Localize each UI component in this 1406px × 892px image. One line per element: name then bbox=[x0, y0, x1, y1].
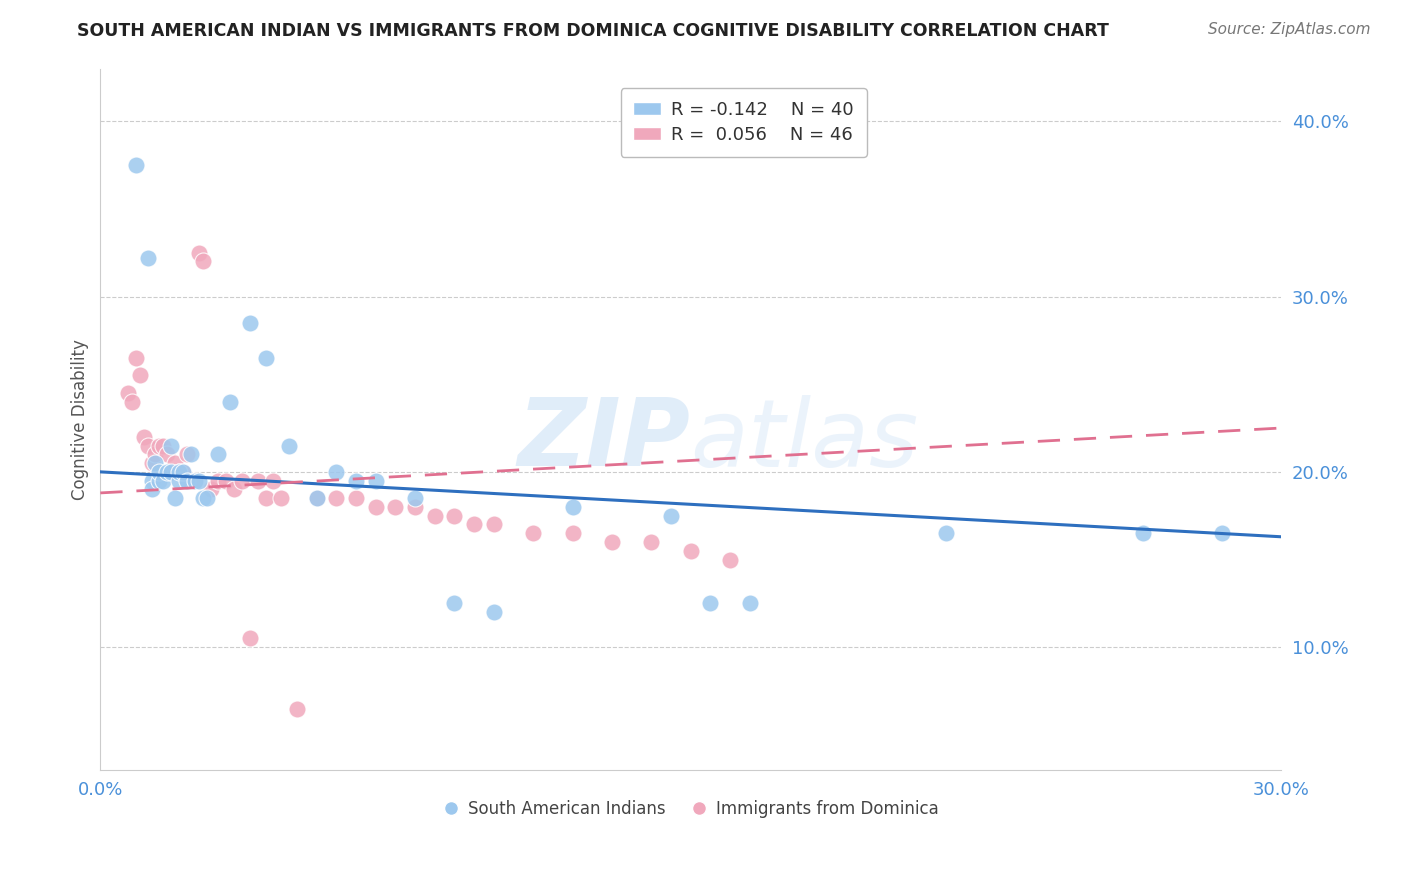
Point bbox=[344, 474, 367, 488]
Point bbox=[148, 474, 170, 488]
Point bbox=[148, 465, 170, 479]
Point bbox=[231, 474, 253, 488]
Point bbox=[191, 254, 214, 268]
Text: atlas: atlas bbox=[690, 395, 920, 486]
Point bbox=[239, 632, 262, 646]
Point bbox=[176, 474, 198, 488]
Point bbox=[305, 491, 328, 505]
Point bbox=[167, 474, 190, 488]
Point bbox=[285, 701, 308, 715]
Point bbox=[152, 474, 174, 488]
Point bbox=[125, 351, 148, 365]
Point bbox=[482, 517, 505, 532]
Point bbox=[180, 447, 202, 461]
Point bbox=[600, 535, 623, 549]
Point bbox=[443, 596, 465, 610]
Point bbox=[156, 465, 179, 479]
Point bbox=[219, 394, 242, 409]
Point bbox=[165, 456, 187, 470]
Point bbox=[121, 394, 143, 409]
Point bbox=[128, 368, 150, 383]
Point bbox=[132, 430, 155, 444]
Point bbox=[160, 465, 183, 479]
Point bbox=[224, 483, 246, 497]
Point bbox=[364, 500, 387, 514]
Point bbox=[200, 483, 222, 497]
Point bbox=[561, 500, 583, 514]
Point bbox=[141, 456, 163, 470]
Point bbox=[141, 474, 163, 488]
Point bbox=[1132, 526, 1154, 541]
Point bbox=[145, 447, 167, 461]
Point bbox=[156, 447, 179, 461]
Point bbox=[172, 465, 194, 479]
Point bbox=[184, 474, 207, 488]
Point bbox=[148, 439, 170, 453]
Point bbox=[167, 465, 190, 479]
Point bbox=[176, 447, 198, 461]
Point bbox=[136, 439, 159, 453]
Point bbox=[305, 491, 328, 505]
Point bbox=[699, 596, 721, 610]
Point bbox=[254, 351, 277, 365]
Point bbox=[117, 386, 139, 401]
Point bbox=[184, 474, 207, 488]
Y-axis label: Cognitive Disability: Cognitive Disability bbox=[72, 339, 89, 500]
Point bbox=[187, 245, 209, 260]
Point bbox=[364, 474, 387, 488]
Point bbox=[165, 491, 187, 505]
Point bbox=[172, 465, 194, 479]
Point bbox=[278, 439, 301, 453]
Point bbox=[195, 491, 218, 505]
Text: SOUTH AMERICAN INDIAN VS IMMIGRANTS FROM DOMINICA COGNITIVE DISABILITY CORRELATI: SOUTH AMERICAN INDIAN VS IMMIGRANTS FROM… bbox=[77, 22, 1109, 40]
Text: ZIP: ZIP bbox=[517, 394, 690, 486]
Point bbox=[423, 508, 446, 523]
Point bbox=[384, 500, 406, 514]
Point bbox=[167, 465, 190, 479]
Point bbox=[145, 456, 167, 470]
Point bbox=[463, 517, 485, 532]
Point bbox=[187, 474, 209, 488]
Point bbox=[152, 439, 174, 453]
Point bbox=[325, 491, 347, 505]
Point bbox=[640, 535, 662, 549]
Point bbox=[718, 552, 741, 566]
Point bbox=[325, 465, 347, 479]
Point bbox=[522, 526, 544, 541]
Point bbox=[935, 526, 957, 541]
Point bbox=[215, 474, 238, 488]
Point bbox=[207, 474, 229, 488]
Point bbox=[344, 491, 367, 505]
Point bbox=[482, 605, 505, 619]
Point bbox=[263, 474, 285, 488]
Point bbox=[443, 508, 465, 523]
Text: Source: ZipAtlas.com: Source: ZipAtlas.com bbox=[1208, 22, 1371, 37]
Point bbox=[254, 491, 277, 505]
Point bbox=[207, 447, 229, 461]
Point bbox=[659, 508, 682, 523]
Point bbox=[136, 251, 159, 265]
Point bbox=[679, 543, 702, 558]
Point bbox=[191, 491, 214, 505]
Point bbox=[246, 474, 269, 488]
Point bbox=[1211, 526, 1233, 541]
Point bbox=[404, 491, 426, 505]
Point bbox=[160, 439, 183, 453]
Point bbox=[125, 158, 148, 172]
Legend: South American Indians, Immigrants from Dominica: South American Indians, Immigrants from … bbox=[436, 794, 945, 825]
Point bbox=[738, 596, 761, 610]
Point bbox=[160, 465, 183, 479]
Point bbox=[141, 483, 163, 497]
Point bbox=[270, 491, 292, 505]
Point bbox=[404, 500, 426, 514]
Point bbox=[561, 526, 583, 541]
Point bbox=[239, 316, 262, 330]
